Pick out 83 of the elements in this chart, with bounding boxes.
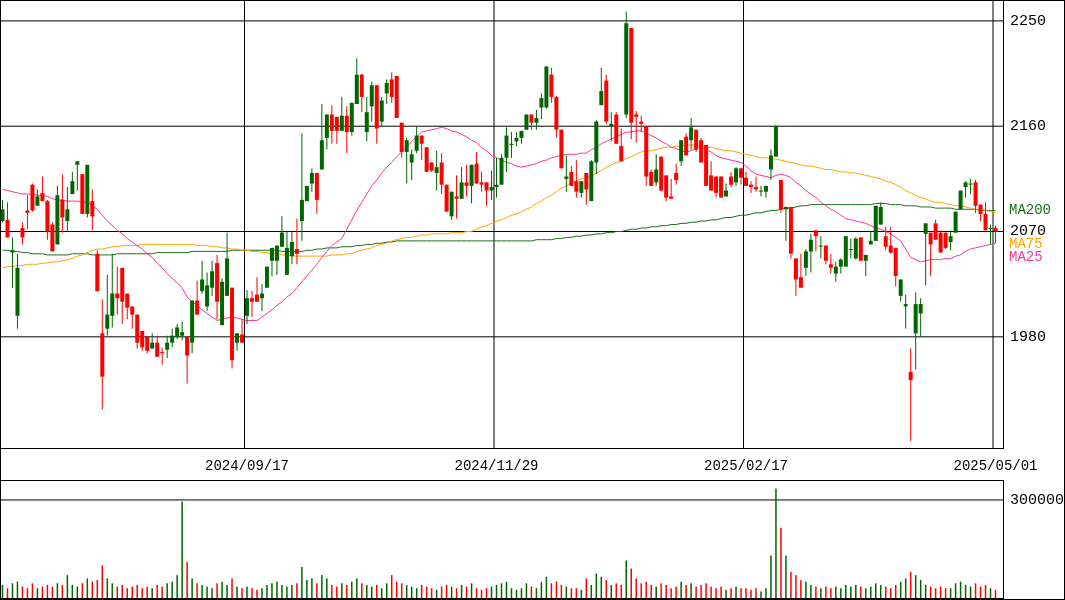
candlestick (434, 150, 439, 192)
candlestick (294, 218, 299, 265)
candlestick (324, 114, 329, 151)
candlestick (459, 166, 464, 200)
series-label: MA200 (1009, 202, 1052, 219)
candlestick (254, 276, 259, 303)
candlestick (10, 236, 15, 289)
candlestick (968, 178, 973, 195)
candlestick (40, 176, 45, 202)
candlestick (339, 96, 344, 132)
candlestick (853, 236, 858, 261)
candlestick (5, 201, 10, 238)
candlestick (359, 73, 364, 113)
candlestick (245, 289, 249, 325)
candlestick (105, 274, 110, 337)
candlestick (504, 126, 509, 173)
candlestick (674, 163, 679, 186)
candlestick (689, 117, 694, 151)
candlestick (75, 160, 80, 192)
candlestick (858, 236, 863, 262)
candlestick (195, 280, 200, 316)
candlestick (379, 96, 384, 127)
candlestick (734, 166, 739, 187)
y-tick-label: 2160 (1010, 118, 1047, 136)
y-tick-label: 1980 (1010, 328, 1047, 346)
candlestick (619, 128, 624, 162)
candlestick (948, 229, 953, 251)
candlestick (813, 229, 818, 252)
candlestick (344, 105, 349, 154)
series-label: MA25 (1009, 249, 1043, 266)
candlestick (584, 172, 589, 206)
candlestick (833, 261, 838, 283)
x-tick-label: 2024/09/17 (205, 457, 290, 474)
candlestick (818, 235, 823, 259)
candlestick (170, 328, 175, 348)
line-series (2, 126, 997, 321)
candlestick (798, 253, 803, 289)
y-tick-label: 300000 (1010, 491, 1065, 509)
x-tick-label: 2024/11/29 (454, 457, 539, 474)
candlestick (165, 335, 170, 359)
candlestick (364, 96, 369, 142)
candlestick (0, 199, 5, 223)
candlestick (599, 67, 604, 106)
candlestick (60, 173, 65, 234)
candlestick (414, 125, 419, 154)
candlestick (489, 170, 494, 201)
candlestick (464, 164, 469, 197)
candlestick (808, 233, 813, 273)
candlestick (409, 149, 414, 181)
candlestick (90, 188, 95, 231)
y-tick-label: 2250 (1010, 12, 1047, 30)
candlestick (654, 153, 659, 187)
candlestick (419, 135, 424, 161)
candlestick (898, 279, 903, 303)
x-tick-label: 2025/05/01 (953, 457, 1038, 474)
candlestick (469, 164, 474, 204)
candlestick (988, 224, 993, 245)
candlestick (185, 336, 190, 385)
candlestick (534, 109, 539, 131)
candlestick (155, 335, 160, 358)
candlestick (484, 181, 489, 207)
candlestick (334, 116, 339, 145)
candlestick (828, 253, 833, 275)
candlestick (729, 171, 734, 188)
candlestick (20, 221, 25, 245)
candlestick (983, 201, 988, 231)
candlestick (549, 67, 554, 104)
candlestick (404, 137, 409, 185)
x-tick-label: 2025/02/17 (704, 457, 789, 474)
candlestick (369, 81, 374, 123)
candlestick (679, 139, 684, 167)
candlestick (439, 152, 444, 195)
candlestick (240, 318, 245, 344)
candlestick (803, 248, 808, 277)
candlestick (763, 185, 768, 199)
candlestick (918, 297, 923, 338)
candlestick (384, 78, 389, 105)
candlestick (454, 174, 459, 220)
candlestick (309, 167, 314, 193)
candlestick (65, 186, 70, 233)
candlestick (923, 222, 928, 286)
candlestick (25, 194, 30, 230)
candlestick (908, 348, 913, 442)
